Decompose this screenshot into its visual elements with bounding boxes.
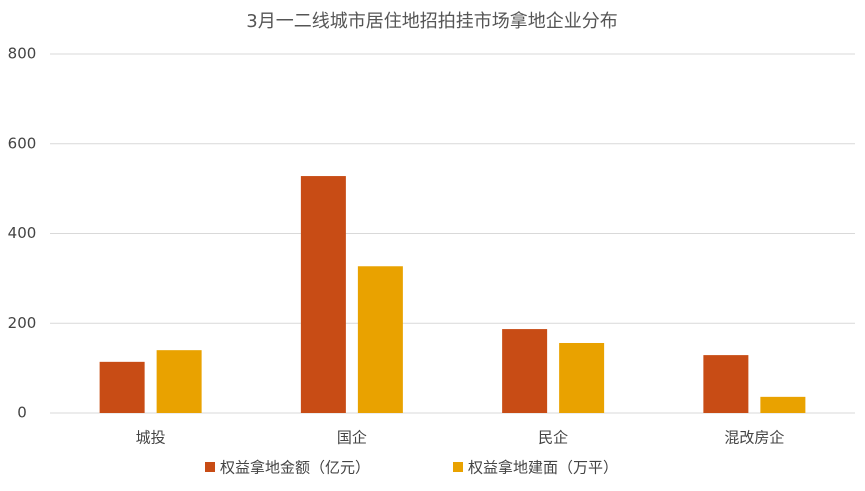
- legend-swatch: [453, 462, 463, 472]
- chart-title: 3月一二线城市居住地招拍挂市场拿地企业分布: [246, 10, 617, 32]
- bar: [156, 350, 202, 413]
- y-tick-label: 200: [8, 314, 37, 332]
- legend-swatch: [205, 462, 215, 472]
- x-tick-label: 民企: [538, 429, 568, 447]
- bar: [99, 361, 145, 413]
- x-tick-label: 国企: [337, 429, 367, 447]
- bar: [357, 266, 403, 413]
- x-tick-label: 混改房企: [724, 429, 784, 447]
- legend-label: 权益拿地金额（亿元）: [220, 459, 370, 477]
- bar: [703, 355, 749, 413]
- bar: [559, 342, 605, 413]
- x-tick-label: 城投: [136, 429, 166, 447]
- y-tick-label: 400: [8, 224, 37, 242]
- legend-label: 权益拿地建面（万平）: [468, 459, 618, 477]
- y-tick-label: 600: [8, 134, 37, 152]
- y-tick-label: 800: [8, 45, 37, 63]
- bar: [760, 396, 806, 413]
- y-tick-label: 0: [17, 404, 27, 422]
- bar: [300, 176, 346, 413]
- bar: [502, 329, 548, 413]
